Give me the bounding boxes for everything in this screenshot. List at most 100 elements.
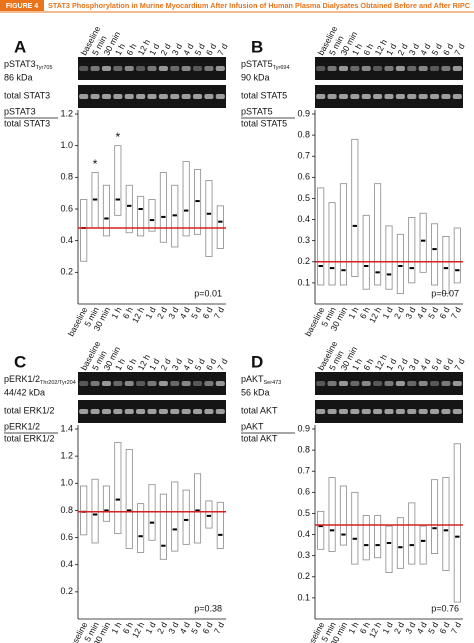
blot-band	[316, 94, 326, 99]
ylabel-numerator: pSTAT5	[241, 106, 273, 116]
y-tick-label: 0.7	[297, 466, 310, 476]
blot-band	[158, 94, 168, 99]
blot-phospho-label: pAKTSer473	[241, 374, 281, 386]
blot-band	[192, 409, 203, 414]
figure-label-bg	[0, 0, 44, 11]
panel-letter: C	[14, 352, 26, 371]
panel-letter: D	[251, 352, 263, 371]
range-box	[408, 217, 416, 284]
blot-band	[338, 66, 349, 71]
blot-band	[441, 381, 451, 386]
blot-band	[384, 94, 394, 99]
blot-band	[181, 381, 191, 386]
blot-band	[361, 66, 371, 71]
blot-total-label: total ERK1/2	[4, 405, 55, 415]
blot-band	[338, 381, 349, 386]
blot-band	[101, 66, 112, 71]
blot-band	[441, 409, 451, 414]
blot-band	[429, 409, 440, 414]
range-box	[317, 510, 325, 550]
blot-band	[113, 94, 123, 99]
y-tick-label: 0.8	[297, 129, 310, 139]
y-tick-label: 1.4	[60, 423, 73, 433]
blot-band	[79, 381, 89, 386]
blot-total-label: total STAT3	[4, 90, 50, 100]
y-tick-label: 0.6	[60, 203, 73, 213]
range-box	[125, 448, 133, 549]
blot-phospho-name: pSTAT3	[4, 59, 36, 69]
ylabel-denominator: total ERK1/2	[4, 433, 55, 443]
blot-band	[418, 94, 428, 99]
y-tick-label: 0.2	[297, 256, 310, 266]
blot-band	[395, 381, 405, 386]
top-category-label: 7 d	[452, 42, 467, 57]
top-category-label: 7 d	[452, 357, 467, 372]
x-tick-label: 7 d	[212, 620, 227, 635]
blot-band	[124, 381, 134, 386]
range-box	[339, 485, 347, 546]
blot-band	[147, 66, 157, 71]
range-box	[453, 227, 461, 284]
y-tick-label: 0.8	[297, 444, 310, 454]
blot-band	[418, 381, 428, 386]
blot-band	[373, 94, 383, 99]
range-box	[385, 225, 393, 290]
blot-total-label: total AKT	[241, 405, 278, 415]
range-box	[137, 195, 145, 237]
panel-letter: B	[251, 37, 263, 56]
y-tick-label: 0.9	[297, 108, 310, 118]
blot-band	[204, 66, 214, 71]
y-tick-label: 0.2	[60, 586, 73, 596]
blot-phospho-name: pSTAT5	[241, 59, 273, 69]
blot-band	[101, 409, 112, 414]
x-tick-label: 7 d	[449, 305, 464, 320]
range-box	[125, 184, 133, 234]
blot-band	[452, 66, 462, 71]
range-box	[182, 489, 190, 545]
blot-band	[90, 94, 100, 99]
significance-marker: *	[93, 157, 98, 171]
blot-band	[101, 94, 112, 99]
y-tick-label: 0.1	[297, 277, 310, 287]
range-box	[216, 205, 224, 249]
blot-band	[350, 66, 360, 71]
y-tick-label: 0.4	[297, 214, 310, 224]
range-box	[194, 473, 202, 544]
ylabel-denominator: total STAT5	[241, 118, 287, 128]
blot-band	[452, 409, 462, 414]
blot-band	[407, 66, 417, 71]
blot-band	[90, 66, 100, 71]
range-box	[159, 172, 167, 243]
blot-band	[113, 381, 123, 386]
blot-band	[136, 409, 146, 414]
y-tick-label: 0.8	[60, 172, 73, 182]
y-tick-label: 0.3	[297, 235, 310, 245]
range-box	[396, 517, 404, 569]
blot-band	[338, 409, 349, 414]
range-box	[80, 199, 88, 262]
blot-band	[395, 66, 405, 71]
y-tick-label: 0.2	[297, 571, 310, 581]
blot-band	[79, 66, 89, 71]
blot-band	[215, 409, 225, 414]
blot-band	[384, 409, 394, 414]
range-box	[148, 199, 156, 232]
blot-band	[395, 94, 405, 99]
blot-weight: 86 kDa	[4, 72, 33, 82]
blot-band	[327, 409, 337, 414]
blot-band	[407, 409, 417, 414]
blot-phospho-label: pSTAT3Tyr705	[4, 59, 53, 71]
blot-band	[361, 94, 371, 99]
range-box	[339, 183, 347, 286]
blot-band	[170, 381, 180, 386]
range-box	[80, 485, 88, 536]
blot-phospho-site: Tyr705	[36, 65, 53, 71]
blot-band	[395, 409, 405, 414]
blot-total-label: total STAT5	[241, 90, 287, 100]
range-box	[114, 442, 122, 534]
blot-band	[384, 381, 394, 386]
header-bg	[0, 0, 474, 11]
blot-band	[147, 94, 157, 99]
